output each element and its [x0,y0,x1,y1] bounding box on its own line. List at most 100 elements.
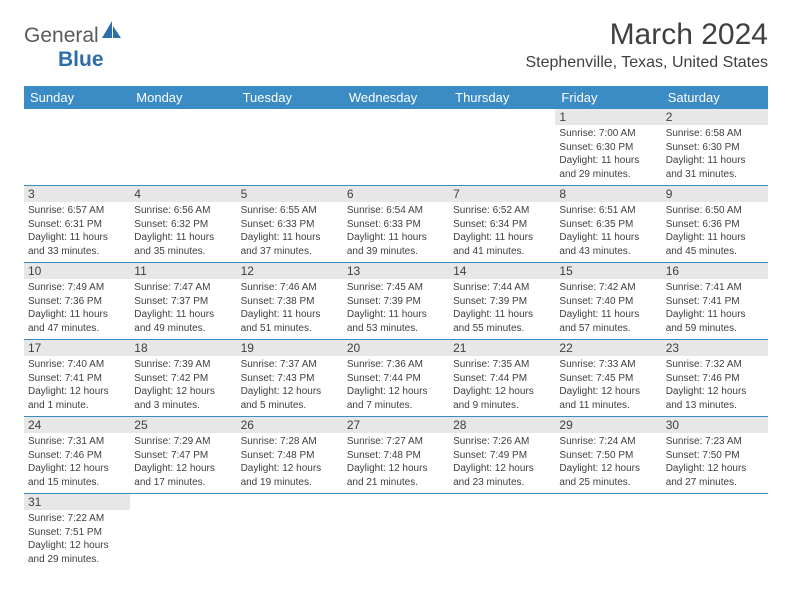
day-detail: Sunrise: 7:46 AMSunset: 7:38 PMDaylight:… [237,279,343,339]
calendar-cell: 28Sunrise: 7:26 AMSunset: 7:49 PMDayligh… [449,417,555,494]
sunrise-text: Sunrise: 7:00 AM [559,127,657,141]
day-number: 30 [662,417,768,433]
day-detail: Sunrise: 7:42 AMSunset: 7:40 PMDaylight:… [555,279,661,339]
calendar-cell: 21Sunrise: 7:35 AMSunset: 7:44 PMDayligh… [449,340,555,417]
day-number: 14 [449,263,555,279]
day-number: 27 [343,417,449,433]
day-detail: Sunrise: 7:22 AMSunset: 7:51 PMDaylight:… [24,510,130,570]
calendar-cell [237,109,343,186]
daylight-text: Daylight: 12 hours and 27 minutes. [666,462,764,489]
calendar-cell: 4Sunrise: 6:56 AMSunset: 6:32 PMDaylight… [130,186,236,263]
daylight-text: Daylight: 12 hours and 3 minutes. [134,385,232,412]
sunrise-text: Sunrise: 7:24 AM [559,435,657,449]
weekday-header: Saturday [662,86,768,109]
sunrise-text: Sunrise: 7:39 AM [134,358,232,372]
sunset-text: Sunset: 7:46 PM [28,449,126,463]
sunset-text: Sunset: 6:30 PM [559,141,657,155]
day-number: 28 [449,417,555,433]
sunset-text: Sunset: 7:44 PM [347,372,445,386]
day-number: 6 [343,186,449,202]
weekday-header: Wednesday [343,86,449,109]
calendar-header-row: SundayMondayTuesdayWednesdayThursdayFrid… [24,86,768,109]
day-number: 8 [555,186,661,202]
sunrise-text: Sunrise: 7:49 AM [28,281,126,295]
sunrise-text: Sunrise: 7:35 AM [453,358,551,372]
header: General Blue March 2024 Stephenville, Te… [24,18,768,72]
sunrise-text: Sunrise: 7:32 AM [666,358,764,372]
daylight-text: Daylight: 11 hours and 41 minutes. [453,231,551,258]
brand-word1: General [24,24,99,47]
day-number: 16 [662,263,768,279]
sunset-text: Sunset: 6:32 PM [134,218,232,232]
calendar-cell [130,494,236,571]
day-detail: Sunrise: 7:23 AMSunset: 7:50 PMDaylight:… [662,433,768,493]
calendar-cell: 25Sunrise: 7:29 AMSunset: 7:47 PMDayligh… [130,417,236,494]
heading: March 2024 Stephenville, Texas, United S… [525,18,768,72]
calendar-cell: 2Sunrise: 6:58 AMSunset: 6:30 PMDaylight… [662,109,768,186]
day-number: 24 [24,417,130,433]
sunset-text: Sunset: 7:45 PM [559,372,657,386]
day-detail: Sunrise: 7:45 AMSunset: 7:39 PMDaylight:… [343,279,449,339]
daylight-text: Daylight: 11 hours and 35 minutes. [134,231,232,258]
calendar-cell: 15Sunrise: 7:42 AMSunset: 7:40 PMDayligh… [555,263,661,340]
sunrise-text: Sunrise: 7:26 AM [453,435,551,449]
sunrise-text: Sunrise: 6:56 AM [134,204,232,218]
weekday-header: Monday [130,86,236,109]
sunset-text: Sunset: 7:44 PM [453,372,551,386]
day-detail: Sunrise: 7:37 AMSunset: 7:43 PMDaylight:… [237,356,343,416]
calendar-cell: 9Sunrise: 6:50 AMSunset: 6:36 PMDaylight… [662,186,768,263]
sunset-text: Sunset: 7:41 PM [666,295,764,309]
day-detail: Sunrise: 6:51 AMSunset: 6:35 PMDaylight:… [555,202,661,262]
calendar-cell [449,109,555,186]
daylight-text: Daylight: 11 hours and 43 minutes. [559,231,657,258]
weekday-header: Friday [555,86,661,109]
sunset-text: Sunset: 7:38 PM [241,295,339,309]
sunrise-text: Sunrise: 7:28 AM [241,435,339,449]
day-number: 13 [343,263,449,279]
day-detail: Sunrise: 7:33 AMSunset: 7:45 PMDaylight:… [555,356,661,416]
daylight-text: Daylight: 12 hours and 7 minutes. [347,385,445,412]
day-detail: Sunrise: 7:27 AMSunset: 7:48 PMDaylight:… [343,433,449,493]
daylight-text: Daylight: 12 hours and 15 minutes. [28,462,126,489]
day-detail: Sunrise: 6:52 AMSunset: 6:34 PMDaylight:… [449,202,555,262]
calendar-cell: 16Sunrise: 7:41 AMSunset: 7:41 PMDayligh… [662,263,768,340]
day-number: 29 [555,417,661,433]
day-number: 7 [449,186,555,202]
sunset-text: Sunset: 7:41 PM [28,372,126,386]
sunrise-text: Sunrise: 6:50 AM [666,204,764,218]
day-detail: Sunrise: 6:50 AMSunset: 6:36 PMDaylight:… [662,202,768,262]
day-detail: Sunrise: 6:58 AMSunset: 6:30 PMDaylight:… [662,125,768,185]
day-number: 3 [24,186,130,202]
location: Stephenville, Texas, United States [525,54,768,72]
calendar-cell: 24Sunrise: 7:31 AMSunset: 7:46 PMDayligh… [24,417,130,494]
calendar-cell [237,494,343,571]
day-detail: Sunrise: 7:44 AMSunset: 7:39 PMDaylight:… [449,279,555,339]
day-detail: Sunrise: 7:39 AMSunset: 7:42 PMDaylight:… [130,356,236,416]
sunrise-text: Sunrise: 7:45 AM [347,281,445,295]
calendar-cell [555,494,661,571]
calendar-cell: 8Sunrise: 6:51 AMSunset: 6:35 PMDaylight… [555,186,661,263]
daylight-text: Daylight: 11 hours and 29 minutes. [559,154,657,181]
sunrise-text: Sunrise: 7:47 AM [134,281,232,295]
day-detail: Sunrise: 7:40 AMSunset: 7:41 PMDaylight:… [24,356,130,416]
sunset-text: Sunset: 7:51 PM [28,526,126,540]
day-number: 11 [130,263,236,279]
sunrise-text: Sunrise: 7:27 AM [347,435,445,449]
day-number: 23 [662,340,768,356]
calendar-cell: 10Sunrise: 7:49 AMSunset: 7:36 PMDayligh… [24,263,130,340]
calendar-cell: 27Sunrise: 7:27 AMSunset: 7:48 PMDayligh… [343,417,449,494]
sunrise-text: Sunrise: 7:29 AM [134,435,232,449]
sunrise-text: Sunrise: 6:58 AM [666,127,764,141]
sunset-text: Sunset: 7:48 PM [347,449,445,463]
calendar-cell: 5Sunrise: 6:55 AMSunset: 6:33 PMDaylight… [237,186,343,263]
day-detail: Sunrise: 7:47 AMSunset: 7:37 PMDaylight:… [130,279,236,339]
sunrise-text: Sunrise: 6:54 AM [347,204,445,218]
calendar-cell [343,494,449,571]
day-detail: Sunrise: 7:36 AMSunset: 7:44 PMDaylight:… [343,356,449,416]
day-number: 20 [343,340,449,356]
day-detail: Sunrise: 7:49 AMSunset: 7:36 PMDaylight:… [24,279,130,339]
sunset-text: Sunset: 7:47 PM [134,449,232,463]
sunset-text: Sunset: 7:50 PM [666,449,764,463]
day-detail: Sunrise: 7:00 AMSunset: 6:30 PMDaylight:… [555,125,661,185]
calendar-cell: 19Sunrise: 7:37 AMSunset: 7:43 PMDayligh… [237,340,343,417]
